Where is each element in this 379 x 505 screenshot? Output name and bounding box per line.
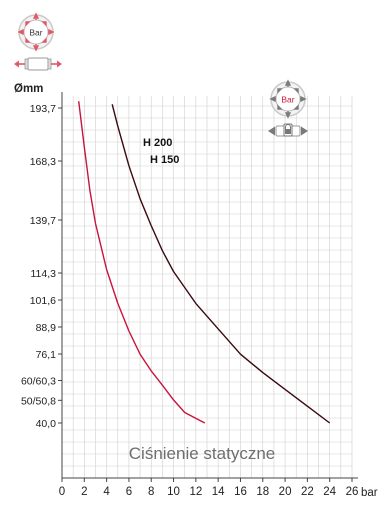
x-tick-label: 6	[126, 486, 132, 498]
chart-labels: 0 2 4 6 8 10 12 14 16 18 20 22 24 26193,7168,3139,711…	[14, 83, 378, 499]
chart-axes	[58, 92, 358, 482]
chart-annotation: Ciśnienie statyczne	[129, 444, 275, 463]
series-label-h200: H 200	[143, 137, 172, 149]
series-line-h-200	[111, 104, 331, 424]
y-tick-label: 101,6	[30, 295, 56, 307]
x-tick-label: 22	[301, 486, 314, 498]
x-tick-label: 0	[59, 486, 65, 498]
right-badge-label: Bar	[281, 95, 294, 105]
pipe-pressure-icon: Bar	[14, 12, 62, 71]
y-tick-label: 60/60,3	[21, 375, 56, 387]
y-tick-label: 193,7	[30, 103, 56, 115]
x-tick-label: 20	[279, 486, 292, 498]
x-tick-label: 10	[167, 486, 180, 498]
left-badge-label: Bar	[29, 28, 42, 38]
chart-grid	[62, 96, 353, 478]
y-axis-label: Ømm	[14, 83, 43, 95]
x-tick-label: 12	[189, 486, 202, 498]
y-tick-label: 88,9	[36, 322, 57, 334]
locked-pipe-pressure-icon: Bar	[268, 79, 308, 137]
y-tick-label: 50/50,8	[21, 395, 56, 407]
x-tick-label: 18	[256, 486, 269, 498]
y-tick-label: 139,7	[30, 215, 56, 227]
y-tick-label: 40,0	[36, 418, 57, 430]
x-tick-label: 26	[346, 486, 359, 498]
x-axis-label: bar	[361, 487, 378, 499]
y-tick-label: 76,1	[36, 349, 57, 361]
y-tick-label: 168,3	[30, 156, 56, 168]
x-tick-label: 8	[148, 486, 154, 498]
x-tick-label: 2	[81, 486, 87, 498]
x-tick-label: 24	[323, 486, 336, 498]
series-label-h150: H 150	[150, 154, 179, 166]
y-tick-label: 114,3	[31, 268, 57, 280]
x-tick-label: 16	[234, 486, 247, 498]
series-line-h-150	[78, 101, 206, 424]
x-tick-label: 14	[212, 486, 225, 498]
chart-series	[78, 101, 331, 424]
x-tick-label: 4	[103, 486, 110, 498]
